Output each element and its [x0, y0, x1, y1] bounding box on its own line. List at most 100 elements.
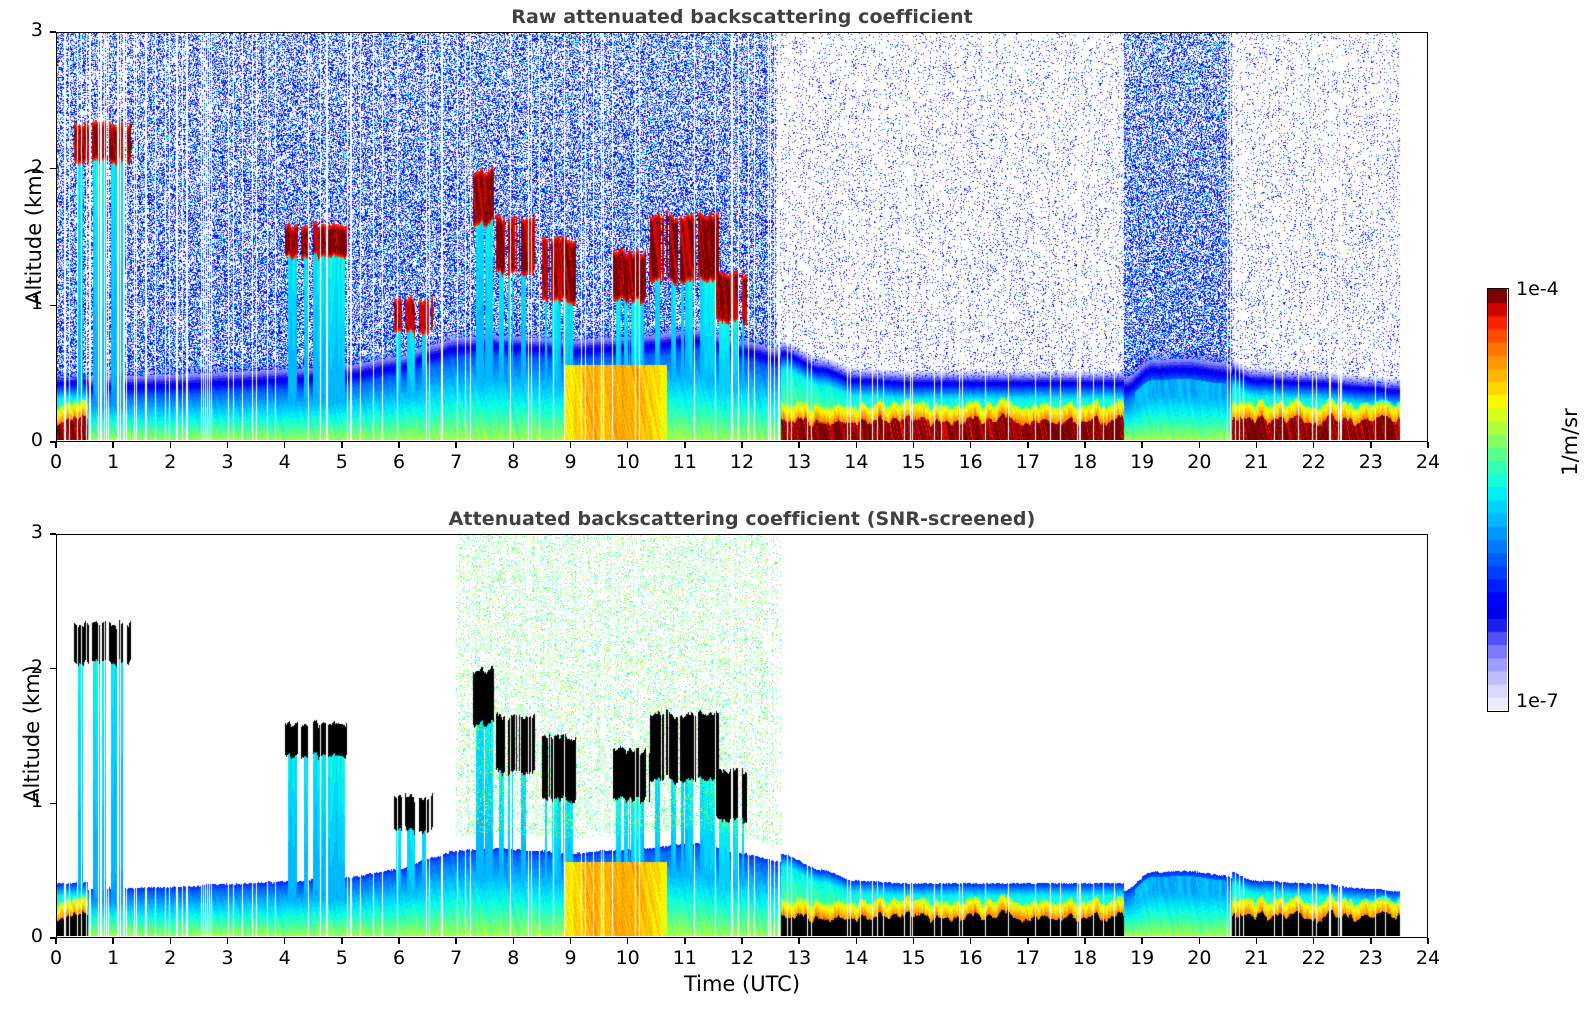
- x-tick: [55, 442, 57, 448]
- x-tick-label: 9: [564, 451, 577, 473]
- x-tick-label: 20: [1187, 451, 1212, 473]
- x-tick-label: 11: [672, 947, 697, 969]
- colorbar-unit-label: 1/m/sr: [1558, 408, 1582, 476]
- x-tick: [1141, 442, 1143, 448]
- y-tick: [50, 937, 56, 939]
- x-tick-label: 0: [49, 451, 63, 473]
- y-tick: [50, 802, 56, 805]
- x-tick-label: 9: [564, 947, 577, 969]
- x-tick: [169, 938, 172, 944]
- colorbar: [1487, 288, 1509, 712]
- x-tick: [798, 938, 800, 944]
- x-tick: [798, 442, 800, 448]
- x-tick: [455, 442, 457, 448]
- x-tick-label: 14: [844, 947, 869, 969]
- x-tick-label: 7: [450, 947, 463, 969]
- x-tick: [1427, 442, 1429, 448]
- x-tick-label: 2: [164, 947, 177, 969]
- x-tick: [169, 442, 172, 448]
- x-tick-label: 19: [1130, 451, 1155, 473]
- x-tick-label: 23: [1358, 947, 1383, 969]
- x-tick: [626, 442, 629, 448]
- x-tick: [741, 442, 743, 448]
- y-tick: [50, 304, 56, 307]
- x-tick-label: 24: [1415, 947, 1441, 969]
- x-tick: [1198, 938, 1201, 944]
- heatmap-panel-raw: [56, 32, 1428, 442]
- x-tick: [569, 938, 572, 944]
- x-tick-label: 10: [615, 451, 640, 473]
- x-tick: [1427, 938, 1429, 944]
- y-tick: [50, 533, 56, 535]
- x-tick-label: 11: [672, 451, 697, 473]
- x-tick: [398, 442, 400, 448]
- x-tick: [1084, 442, 1086, 448]
- x-tick-label: 1: [107, 451, 120, 473]
- x-tick-label: 20: [1187, 947, 1212, 969]
- x-tick-label: 17: [1015, 947, 1040, 969]
- y-tick-label: 2: [30, 155, 43, 178]
- x-tick: [912, 938, 915, 944]
- x-tick-label: 13: [787, 947, 812, 969]
- x-tick: [1084, 938, 1086, 944]
- x-tick: [626, 938, 629, 944]
- x-tick: [226, 442, 229, 448]
- x-tick-label: 0: [49, 947, 63, 969]
- y-tick-label: 3: [30, 19, 43, 41]
- y-tick-label: 0: [30, 925, 43, 947]
- x-tick-label: 22: [1301, 451, 1326, 473]
- x-tick: [969, 938, 972, 944]
- x-tick: [1255, 938, 1258, 944]
- heatmap-panel-screened: [56, 534, 1428, 938]
- x-tick-label: 3: [221, 947, 234, 969]
- y-tick-label: 0: [30, 429, 43, 451]
- x-tick-label: 3: [221, 451, 234, 473]
- y-tick-label: 1: [30, 292, 43, 315]
- x-tick: [855, 938, 858, 944]
- x-tick-label: 4: [278, 947, 291, 969]
- x-tick-label: 19: [1130, 947, 1155, 969]
- y-tick-label: 2: [30, 655, 43, 678]
- x-tick-label: 4: [278, 451, 291, 473]
- x-tick: [855, 442, 858, 448]
- x-tick: [1198, 442, 1201, 448]
- x-tick-label: 22: [1301, 947, 1326, 969]
- x-tick: [969, 442, 972, 448]
- x-tick-label: 12: [729, 947, 755, 969]
- x-tick: [1312, 442, 1315, 448]
- panel-title-raw: Raw attenuated backscattering coefficien…: [511, 6, 973, 28]
- x-tick-label: 13: [787, 451, 812, 473]
- colorbar-min-label: 1e-7: [1516, 690, 1559, 712]
- x-tick: [912, 442, 915, 448]
- x-tick-label: 23: [1358, 451, 1383, 473]
- x-tick-label: 8: [507, 947, 520, 969]
- x-tick: [1370, 442, 1372, 448]
- x-tick: [684, 442, 686, 448]
- x-tick-label: 14: [844, 451, 869, 473]
- x-tick: [398, 938, 400, 944]
- x-tick-label: 2: [164, 451, 177, 473]
- x-tick-label: 16: [958, 451, 983, 473]
- panel-title-screened: Attenuated backscattering coefficient (S…: [448, 508, 1036, 530]
- x-tick-label: 16: [958, 947, 983, 969]
- x-tick-label: 5: [335, 451, 348, 473]
- x-tick-label: 21: [1244, 947, 1269, 969]
- x-tick: [512, 442, 515, 448]
- x-tick: [112, 442, 114, 448]
- x-tick-label: 18: [1072, 947, 1098, 969]
- x-tick-label: 12: [729, 451, 755, 473]
- x-tick-label: 15: [901, 451, 926, 473]
- x-tick-label: 21: [1244, 451, 1269, 473]
- x-tick-label: 24: [1415, 451, 1441, 473]
- x-tick: [455, 938, 457, 944]
- x-tick-label: 15: [901, 947, 926, 969]
- y-tick: [50, 31, 56, 33]
- x-tick: [55, 938, 57, 944]
- x-tick: [341, 938, 343, 944]
- x-tick: [512, 938, 515, 944]
- x-tick: [112, 938, 114, 944]
- y-tick-label: 1: [30, 790, 43, 813]
- x-tick-label: 6: [392, 947, 406, 969]
- x-tick-label: 8: [507, 451, 520, 473]
- x-tick: [1027, 442, 1029, 448]
